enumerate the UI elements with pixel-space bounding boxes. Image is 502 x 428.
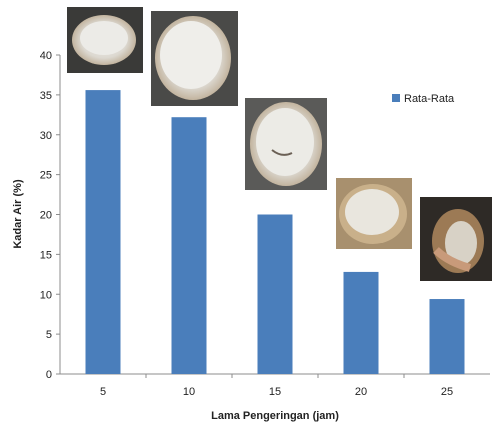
sample-photo-20h <box>336 178 412 249</box>
x-tick-label: 15 <box>269 386 281 398</box>
sample-photos <box>67 7 492 281</box>
legend: Rata-Rata <box>392 93 455 105</box>
sample-photo-10h <box>151 11 238 106</box>
x-axis-title: Lama Pengeringan (jam) <box>211 410 339 422</box>
sample-photo-5h <box>67 7 143 73</box>
bar-10 <box>171 117 207 374</box>
y-tick-label: 5 <box>46 329 52 341</box>
bar-15 <box>257 214 293 374</box>
bars <box>85 90 465 374</box>
y-tick-label: 20 <box>40 210 52 222</box>
y-tick-label: 0 <box>46 369 52 381</box>
x-tick-label: 20 <box>355 386 367 398</box>
y-tick-label: 40 <box>40 50 52 62</box>
x-axis-ticks: 5 10 15 20 25 <box>100 374 453 398</box>
sample-photo-25h <box>420 197 492 281</box>
y-tick-label: 35 <box>40 90 52 102</box>
bar-5 <box>85 90 121 374</box>
y-tick-label: 25 <box>40 170 52 182</box>
x-tick-label: 5 <box>100 386 106 398</box>
y-tick-label: 15 <box>40 249 52 261</box>
bar-25 <box>429 299 465 374</box>
x-tick-label: 10 <box>183 386 195 398</box>
y-axis-ticks: 0 5 10 15 20 25 30 35 40 <box>40 50 60 381</box>
y-axis-title: Kadar Air (%) <box>12 179 24 249</box>
y-tick-label: 30 <box>40 130 52 142</box>
y-tick-label: 10 <box>40 289 52 301</box>
sample-photo-15h <box>245 98 327 190</box>
legend-label: Rata-Rata <box>404 93 455 105</box>
x-tick-label: 25 <box>441 386 453 398</box>
legend-swatch <box>392 94 400 102</box>
bar-20 <box>343 271 379 374</box>
